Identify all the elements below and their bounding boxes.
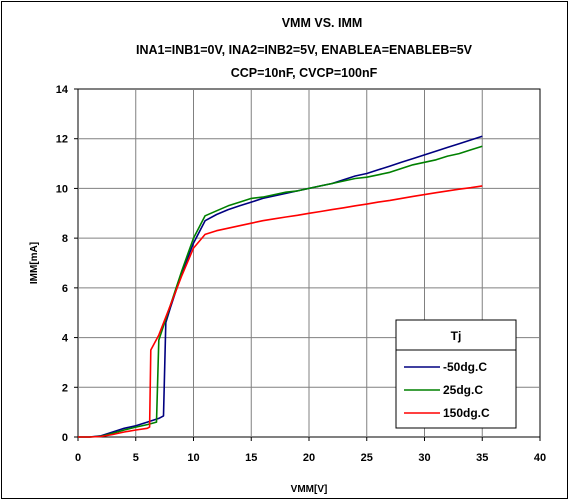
x-axis-label: VMM[V] — [291, 484, 328, 495]
x-tick-label: 35 — [476, 452, 488, 464]
legend-box — [395, 349, 517, 429]
x-tick-label: 5 — [133, 452, 139, 464]
y-tick-label: 8 — [62, 233, 68, 245]
chart-title-line-3: CCP=10nF, CVCP=100nF — [231, 66, 378, 80]
y-tick-label: 12 — [56, 134, 68, 146]
y-tick-label: 0 — [62, 432, 68, 444]
legend-title: Tj — [451, 329, 462, 343]
x-tick-label: 25 — [361, 452, 373, 464]
legend-label-25dg-c: 25dg.C — [443, 383, 483, 397]
x-tick-label: 30 — [418, 452, 430, 464]
y-tick-label: 2 — [62, 382, 68, 394]
x-tick-label: 15 — [245, 452, 257, 464]
y-tick-label: 4 — [62, 333, 69, 345]
x-axis-ticks: 0 5 10 15 20 25 30 35 40 — [75, 437, 546, 464]
legend-label-150dg-c: 150dg.C — [443, 406, 490, 420]
series-line-150dg-c — [78, 185, 483, 438]
legend-label-50dg-c: -50dg.C — [443, 360, 487, 374]
y-tick-label: 14 — [56, 84, 69, 96]
series-line-25dg-c — [78, 145, 483, 438]
chart-title-line-1: VMM VS. IMM — [282, 16, 363, 30]
x-tick-label: 0 — [75, 452, 81, 464]
legend-items: -50dg.C 25dg.C 150dg.C — [404, 360, 490, 420]
x-tick-label: 20 — [303, 452, 315, 464]
chart-title: VMM VS. IMM INA1=INB1=0V, INA2=INB2=5V, … — [136, 16, 473, 80]
chart-title-line-2: INA1=INB1=0V, INA2=INB2=5V, ENABLEA=ENAB… — [136, 43, 473, 57]
y-axis-label: IMM[mA] — [29, 242, 40, 284]
y-tick-label: 6 — [62, 283, 68, 295]
y-axis-ticks: 0 2 4 6 8 10 12 14 — [56, 84, 78, 444]
x-tick-label: 40 — [534, 452, 546, 464]
legend: Tj -50dg.C 25dg.C 150dg.C — [395, 319, 517, 429]
x-tick-label: 10 — [187, 452, 199, 464]
y-tick-label: 10 — [56, 183, 68, 195]
series-lines — [78, 135, 483, 438]
